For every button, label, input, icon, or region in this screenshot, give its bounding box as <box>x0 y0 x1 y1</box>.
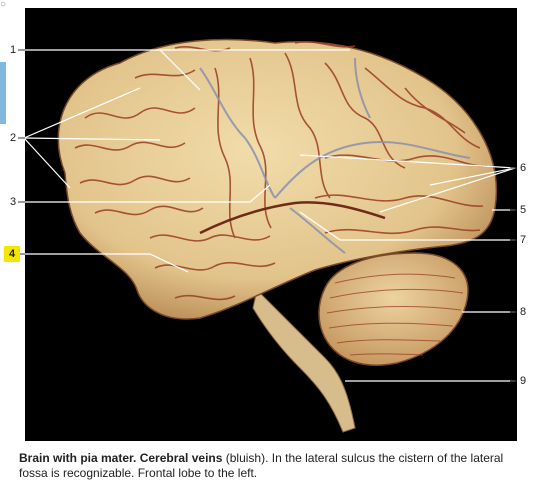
label-4-highlighted: 4 <box>4 246 20 262</box>
figure-caption: Brain with pia mater. Cerebral veins (bl… <box>19 451 519 481</box>
label-1: 1 <box>9 44 17 56</box>
label-2: 2 <box>9 132 17 144</box>
caption-text: (bluish). In the lateral sulcus the cist… <box>19 451 504 480</box>
lateral-sulcus <box>199 201 386 235</box>
caption-bold: Brain with pia mater. Cerebral veins <box>19 451 223 465</box>
label-9: 9 <box>519 375 527 387</box>
cerebrum <box>57 38 497 320</box>
side-tab <box>0 62 6 124</box>
label-5: 5 <box>519 204 527 216</box>
label-3: 3 <box>9 196 17 208</box>
label-7: 7 <box>519 234 527 246</box>
corner-mark: ○ <box>0 0 7 10</box>
brain-photograph <box>25 8 517 441</box>
label-6: 6 <box>519 162 527 174</box>
label-8: 8 <box>519 306 527 318</box>
brain-illustration <box>57 38 497 433</box>
brainstem <box>252 289 356 433</box>
cerebellum <box>318 252 469 366</box>
